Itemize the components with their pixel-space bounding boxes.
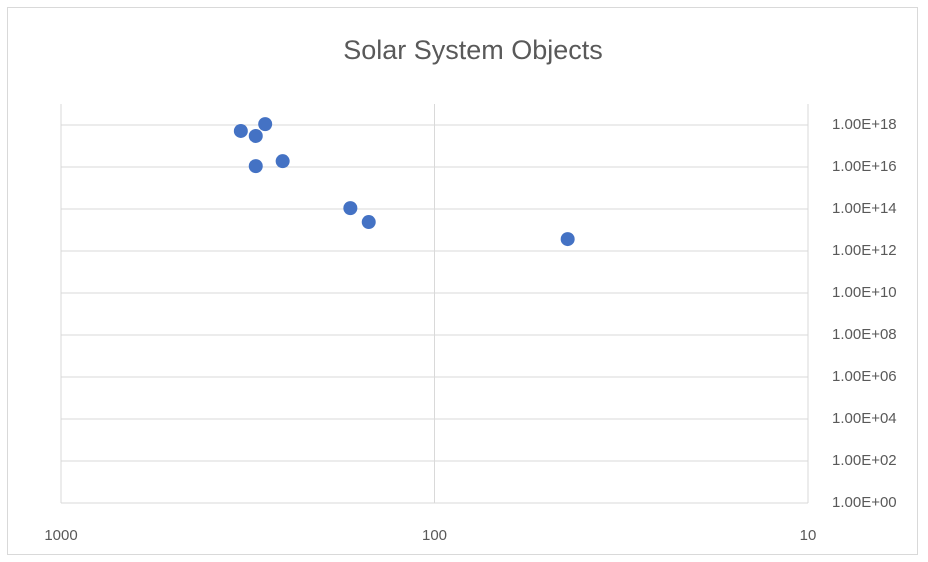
y-tick-label: 1.00E+06	[832, 368, 897, 385]
y-tick-label: 1.00E+18	[832, 116, 897, 133]
y-tick-label: 1.00E+02	[832, 452, 897, 469]
point	[248, 159, 263, 174]
y-tick-label: 1.00E+14	[832, 200, 897, 217]
point	[233, 123, 248, 138]
chart-border	[7, 7, 918, 555]
chart-title: Solar System Objects	[343, 35, 603, 65]
point	[275, 154, 290, 169]
x-tick-label: 100	[422, 527, 447, 544]
y-tick-label: 1.00E+10	[832, 284, 897, 301]
x-tick-label: 1000	[44, 527, 77, 544]
y-tick-label: 1.00E+12	[832, 242, 897, 259]
y-tick-label: 1.00E+08	[832, 326, 897, 343]
x-tick-label: 10	[800, 527, 817, 544]
y-tick-label: 1.00E+04	[832, 410, 897, 427]
y-tick-label: 1.00E+00	[832, 494, 897, 511]
y-tick-label: 1.00E+16	[832, 158, 897, 175]
point	[258, 117, 273, 132]
point	[248, 128, 263, 143]
point	[361, 215, 376, 230]
point	[343, 201, 358, 216]
point	[560, 232, 575, 247]
